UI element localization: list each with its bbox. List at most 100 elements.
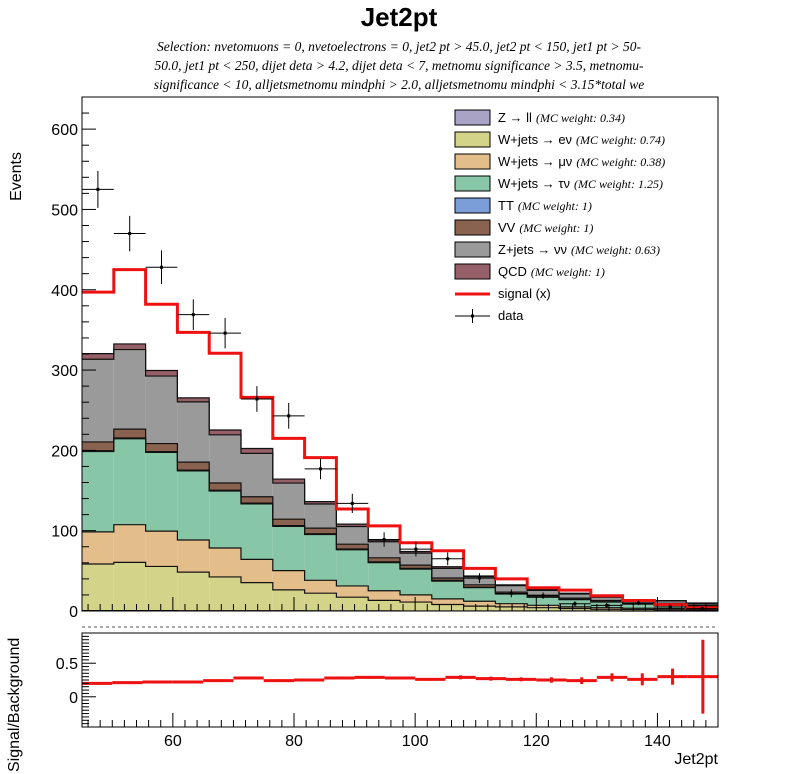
stack-bar-1-18 [654,609,687,611]
stack-bar-6-9 [368,541,400,558]
stack-bar-2-9 [368,590,400,601]
data-marker-12 [478,576,481,580]
stack-bar-6-8 [336,526,369,545]
x-tick-label-140: 140 [644,733,671,750]
legend-label-6: Z+jets → νν (MC weight: 0.63) [498,242,660,257]
stack-bar-1-0 [82,564,114,611]
data-point-12 [463,573,496,583]
stack-bar-7-4 [209,429,241,435]
legend-name-3: W+jets → τν [498,176,570,191]
stack-bar-6-15 [559,594,591,599]
stack-bar-2-2 [145,531,178,567]
legend-name-0: Z → ll [498,110,532,125]
stack-bar-3-7 [304,534,337,581]
stack-bar-3-1 [113,438,146,525]
stack-bar-3-5 [241,503,273,560]
stack-bar-3-10 [400,569,432,595]
data-point-8 [336,493,369,514]
data-point-15 [559,601,591,607]
legend-entry-5: VV (MC weight: 1) [454,219,593,236]
legend-label-0: Z → ll (MC weight: 0.34) [498,110,625,125]
stack-bar-1-8 [336,597,369,611]
stack-bar-5-4 [209,482,241,491]
main-plot: 0 100 200 300 400 500 600 [51,96,719,628]
stack-bar-6-1 [113,349,146,430]
stack-bar-5-2 [145,443,178,452]
ratio-y-axis-label: Signal/Background [6,638,23,772]
data-marker-15 [573,602,577,606]
stack-bar-3-0 [82,451,114,532]
stack-bar-3-17 [622,604,655,609]
stack-bar-7-11 [431,566,464,569]
ratio-point-18 [627,673,658,686]
ratio-plot: 0 0.5 60 80 100 120 140 [56,632,719,750]
stack-bar-6-5 [241,453,273,497]
legend-label-5: VV (MC weight: 1) [498,220,593,235]
stack-bar-3-12 [463,587,496,602]
data-marker-5 [255,397,259,401]
ratio-point-8 [324,676,355,680]
data-marker-14 [541,594,545,598]
stack-bar-5-0 [82,441,114,451]
legend-weight-7: (MC weight: 1) [531,265,605,279]
data-point-17 [622,600,655,606]
stack-bar-5-15 [559,598,591,600]
stack-bar-5-6 [272,519,305,526]
stack-bar-5-11 [431,577,464,581]
legend-name-7: QCD [498,264,527,279]
data-marker-9 [382,538,386,542]
stack-bar-1-17 [622,609,655,611]
legend-name-4: TT [498,198,514,213]
x-tick-label-120: 120 [523,733,550,750]
stack-bar-5-12 [463,584,496,588]
data-point-3 [177,299,210,330]
stack-bar-5-5 [241,496,273,504]
legend-entry-2: W+jets → μν (MC weight: 0.38) [454,153,665,170]
data-point-9 [368,532,400,547]
stack-bar-6-0 [82,359,114,442]
signal-line [82,268,718,610]
y-tick-label-100: 100 [51,524,78,541]
legend-label-4: TT (MC weight: 1) [498,198,592,213]
legend-label-2: W+jets → μν (MC weight: 0.38) [498,154,665,169]
data-point-4 [209,317,241,349]
stack-bar-2-16 [590,607,623,610]
stack-bar-6-10 [400,553,432,566]
legend-label-7: QCD (MC weight: 1) [498,264,605,279]
legend-label-3: W+jets → τν (MC weight: 1.25) [498,176,663,191]
ratio-point-17 [596,673,628,682]
data-point-11 [431,552,464,566]
stack-bar-1-15 [559,608,591,611]
legend-weight-5: (MC weight: 1) [519,221,593,235]
stack-bar-2-1 [113,524,146,563]
ratio-point-20 [687,639,718,714]
stack-bar-1-2 [145,566,178,611]
stack-bar-7-5 [241,448,273,454]
chart-title: Jet2pt [361,2,438,32]
legend-name-5: VV [498,220,516,235]
y-tick-label-400: 400 [51,283,78,300]
ratio-frame [81,632,719,728]
data-point-5 [241,386,273,412]
ratio-point-9 [354,675,385,679]
data-marker-1 [128,232,132,236]
stack-bar-6-18 [654,600,687,604]
ratio-point-2 [142,680,173,684]
stack-bar-7-7 [304,501,337,505]
y-tick-label-0: 0 [69,604,78,621]
legend-entry-3: W+jets → τν (MC weight: 1.25) [454,175,663,192]
ratio-point-13 [475,676,506,681]
stack-bar-1-6 [272,589,305,611]
legend: Z → ll (MC weight: 0.34) W+jets → eν (MC we… [454,109,665,323]
legend-swatch-5 [454,219,491,236]
stack-bar-6-11 [431,568,464,578]
ratio-y-tick-label-0: 0 [69,690,78,707]
stack-bar-2-3 [177,540,210,573]
x-axis-label: Jet2pt [674,751,718,768]
legend-swatch-7 [454,263,491,280]
legend-swatch-6 [454,241,491,258]
stack-bar-2-17 [622,608,655,610]
stack-bar-2-7 [304,580,337,594]
stack-bar-1-9 [368,600,400,611]
